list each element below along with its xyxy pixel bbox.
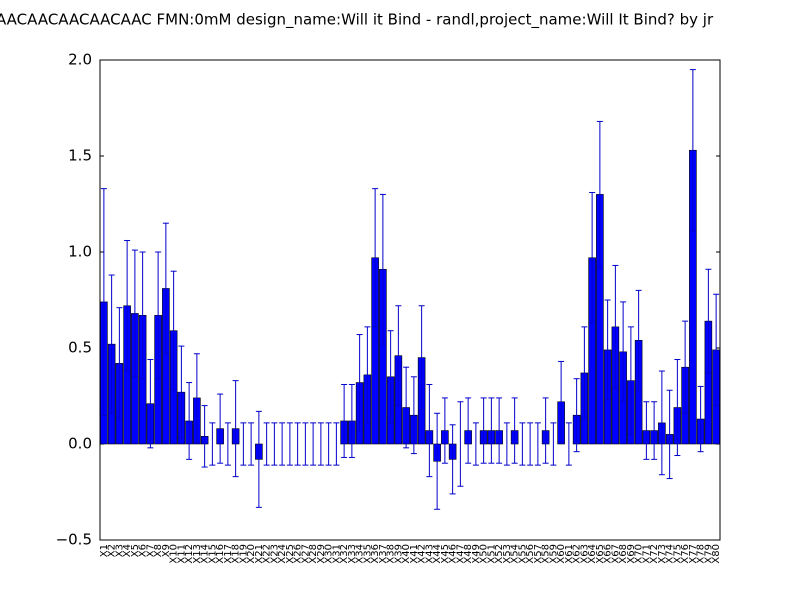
x-tick-label: X73 (657, 544, 668, 564)
x-tick-label: X12 (184, 544, 195, 564)
x-tick-label: X1 (99, 544, 110, 557)
y-tick-label: 1.5 (68, 147, 92, 165)
x-tick-label: X2 (107, 544, 118, 557)
y-tick-label: −0.5 (56, 531, 92, 549)
x-tick-label: X57 (533, 544, 544, 564)
y-tick-label: 0.5 (68, 339, 92, 357)
x-tick-label: X47 (455, 544, 466, 564)
x-tick-label: X64 (587, 544, 598, 564)
x-tick-label: X13 (192, 544, 203, 564)
plot-frame (99, 59, 721, 541)
x-tick-label: X53 (502, 544, 513, 564)
x-tick-label: X68 (618, 544, 629, 564)
x-tick-label: X8 (153, 544, 164, 557)
x-tick-label: X18 (231, 544, 242, 564)
x-tick-label: X52 (494, 544, 505, 564)
x-tick-label: X56 (525, 544, 536, 564)
x-tick-label: X36 (370, 544, 381, 564)
x-tick-label: X4 (122, 544, 133, 557)
x-tick-label: X54 (510, 544, 521, 564)
x-tick-label: X71 (641, 544, 652, 564)
x-tick-label: X3 (114, 544, 125, 557)
x-tick-label: X24 (277, 544, 288, 564)
x-tick-label: X45 (440, 544, 451, 564)
x-tick-label: X29 (316, 544, 327, 564)
x-tick-label: X32 (339, 544, 350, 564)
x-tick-label: X28 (308, 544, 319, 564)
x-tick-label: X41 (409, 544, 420, 564)
y-tick-label: 0.0 (68, 435, 92, 453)
x-tick-label: X38 (386, 544, 397, 564)
x-tick-label: X66 (603, 544, 614, 564)
x-tick-label: X19 (238, 544, 249, 564)
x-tick-label: X49 (471, 544, 482, 564)
x-tick-label: X65 (595, 544, 606, 564)
x-tick-label: X5 (130, 544, 141, 557)
x-tick-label: X10 (169, 544, 180, 564)
x-tick-label: X27 (300, 544, 311, 564)
x-tick-label: X22 (262, 544, 273, 564)
x-tick-label: X72 (649, 544, 660, 564)
x-tick-label: X34 (355, 544, 366, 564)
x-tick-label: X20 (246, 544, 257, 564)
x-tick-label: X58 (541, 544, 552, 564)
x-tick-label: X77 (688, 544, 699, 564)
x-tick-label: X6 (138, 544, 149, 557)
x-tick-label: X26 (293, 544, 304, 564)
x-tick-label: X74 (665, 544, 676, 564)
x-tick-label: X78 (696, 544, 707, 564)
x-tick-label: X46 (448, 544, 459, 564)
chart-title: AACAACAACAACAAC FMN:0mM design_name:Will… (0, 11, 714, 30)
x-tick-label: X42 (417, 544, 428, 564)
x-tick-label: X63 (579, 544, 590, 564)
x-tick-label: X9 (161, 544, 172, 557)
x-tick-label: X50 (479, 544, 490, 564)
y-tick-label: 2.0 (68, 51, 92, 69)
x-tick-label: X39 (393, 544, 404, 564)
x-tick-label: X48 (463, 544, 474, 564)
x-tick-label: X51 (486, 544, 497, 564)
x-tick-label: X23 (269, 544, 280, 564)
x-tick-label: X17 (223, 544, 234, 564)
x-tick-label: X69 (626, 544, 637, 564)
x-tick-label: X80 (711, 544, 722, 564)
x-tick-label: X59 (548, 544, 559, 564)
x-tick-label: X16 (215, 544, 226, 564)
x-tick-label: X55 (517, 544, 528, 564)
x-tick-label: X67 (610, 544, 621, 564)
x-tick-label: X70 (634, 544, 645, 564)
x-tick-label: X33 (347, 544, 358, 564)
x-tick-label: X62 (572, 544, 583, 564)
x-tick-label: X21 (254, 544, 265, 564)
x-tick-label: X75 (672, 544, 683, 564)
x-tick-label: X31 (331, 544, 342, 564)
x-tick-label: X60 (556, 544, 567, 564)
x-tick-label: X35 (362, 544, 373, 564)
x-tick-label: X11 (176, 544, 187, 564)
x-tick-label: X37 (378, 544, 389, 564)
x-tick-label: X44 (432, 544, 443, 564)
x-tick-label: X7 (145, 544, 156, 557)
x-tick-label: X25 (285, 544, 296, 564)
x-tick-label: X61 (564, 544, 575, 564)
x-tick-label: X15 (207, 544, 218, 564)
x-tick-label: X76 (680, 544, 691, 564)
y-tick-label: 1.0 (68, 243, 92, 261)
x-tick-label: X40 (401, 544, 412, 564)
x-tick-label: X30 (324, 544, 335, 564)
x-tick-label: X79 (703, 544, 714, 564)
x-tick-label: X14 (200, 544, 211, 564)
x-tick-label: X43 (424, 544, 435, 564)
